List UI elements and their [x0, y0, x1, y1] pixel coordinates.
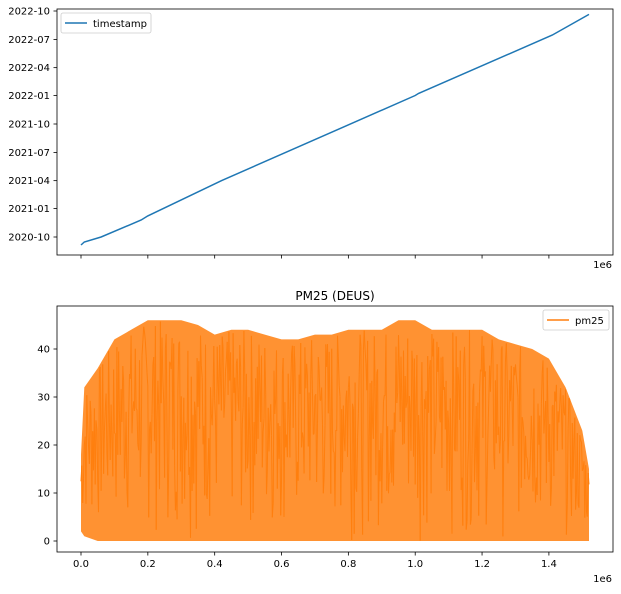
- bottom-y-tick-label: 0: [44, 537, 50, 548]
- top-y-tick-label: 2021-01: [8, 204, 50, 215]
- top-y-tick-label: 2021-04: [8, 176, 50, 187]
- top-plot: 2020-10 2021-01 2021-04 2021-07 2021-10 2022-…: [8, 7, 613, 272]
- pm25-segment: [313, 434, 314, 435]
- bottom-legend: pm25: [543, 310, 609, 330]
- top-y-tick-label: 2022-10: [8, 7, 50, 18]
- pm25-legend-label: pm25: [575, 316, 604, 327]
- pm25-segment: [333, 451, 334, 452]
- bottom-x-axis: 0.0 0.2 0.4 0.6 0.8 1.0 1.2 1.4: [73, 552, 557, 570]
- top-y-tick-label: 2022-01: [8, 91, 50, 102]
- top-legend: timestamp: [61, 13, 151, 33]
- bottom-x-tick-label: 0.8: [340, 559, 356, 570]
- bottom-x-tick-label: 1.2: [474, 559, 490, 570]
- top-y-tick-label: 2020-10: [8, 233, 50, 244]
- top-x-offset-label: 1e6: [593, 260, 612, 271]
- bottom-y-tick-label: 10: [37, 489, 50, 500]
- bottom-x-tick-label: 0.0: [73, 559, 89, 570]
- timestamp-series-line: [81, 14, 589, 245]
- pm25-segment: [389, 473, 390, 474]
- top-y-tick-label: 2022-04: [8, 63, 50, 74]
- timestamp-legend-label: timestamp: [93, 19, 147, 30]
- top-y-tick-label: 2021-07: [8, 148, 50, 159]
- bottom-y-tick-label: 30: [37, 393, 50, 404]
- bottom-x-tick-label: 1.4: [541, 559, 557, 570]
- bottom-y-tick-label: 20: [37, 441, 50, 452]
- bottom-y-tick-label: 40: [37, 345, 50, 356]
- bottom-chart-title: PM25 (DEUS): [295, 289, 374, 303]
- top-plot-frame: [57, 9, 613, 255]
- bottom-x-tick-label: 0.6: [274, 559, 290, 570]
- pm25-segment: [170, 362, 171, 363]
- bottom-x-tick-label: 1.0: [407, 559, 423, 570]
- top-y-axis: 2020-10 2021-01 2021-04 2021-07 2021-10 2022-…: [8, 7, 57, 244]
- bottom-x-offset-label: 1e6: [593, 574, 612, 585]
- top-y-tick-label: 2021-10: [8, 120, 50, 131]
- bottom-plot: PM25 (DEUS) 0 10 20 30 40 0.0 0.2 0.4 0.6 0.8 1.0…: [37, 289, 613, 585]
- bottom-x-tick-label: 0.4: [207, 559, 223, 570]
- bottom-y-axis: 0 10 20 30 40: [37, 345, 57, 548]
- bottom-x-tick-label: 0.2: [140, 559, 156, 570]
- top-x-axis: [81, 255, 549, 259]
- top-y-tick-label: 2022-07: [8, 35, 50, 46]
